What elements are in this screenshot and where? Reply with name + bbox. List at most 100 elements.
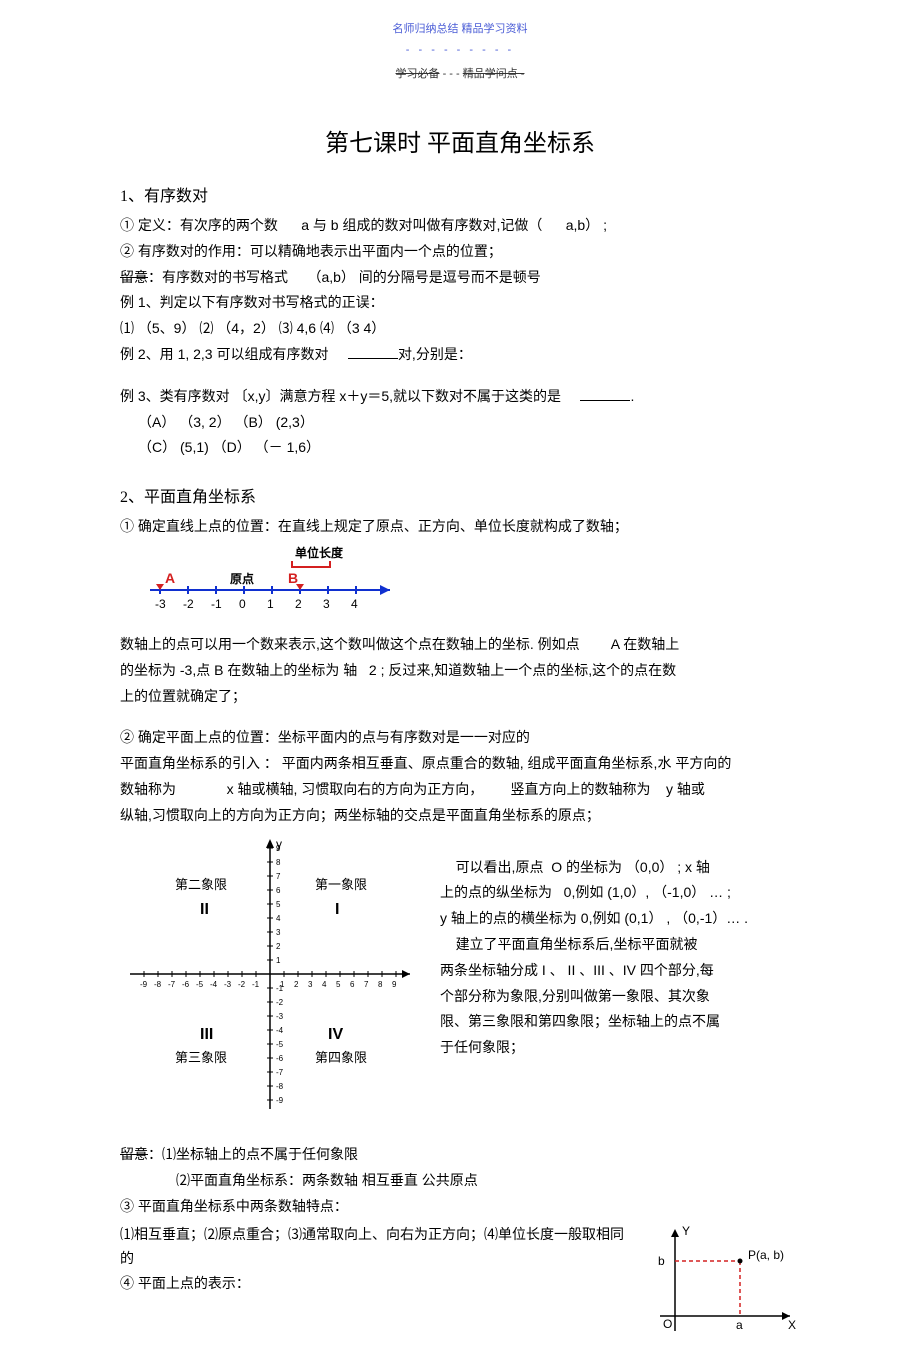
- svg-text:-6: -6: [276, 1054, 284, 1063]
- axis-arrow: [380, 585, 390, 595]
- q1-roman: I: [335, 901, 339, 918]
- q4-label: 第四象限: [315, 1050, 367, 1065]
- s2-p3e: y 轴或: [666, 781, 705, 797]
- header-dashes: - - - - - - - - -: [120, 41, 800, 60]
- svg-text:1: 1: [267, 597, 274, 611]
- svg-text:-7: -7: [168, 980, 176, 989]
- coord-plane-figure: y -9-8-7-6-5-4-3-2-1123456789 123456789 …: [120, 834, 420, 1122]
- r1b: O 的坐标为 （0,0） ; x 轴: [551, 859, 710, 875]
- svg-text:-2: -2: [276, 998, 284, 1007]
- pf-O: O: [663, 1317, 672, 1331]
- coord-right-text: 可以看出,原点 O 的坐标为 （0,0） ; x 轴 上的点的纵坐标为 0,例如…: [440, 834, 800, 1062]
- y-ticks-pos: 123456789: [267, 844, 281, 965]
- section1-heading: 1、有序数对: [120, 183, 800, 210]
- s1-ex3: 例 3、类有序数对 〔x,y〕满意方程 x＋y＝5,就以下数对不属于这类的是 .: [120, 385, 800, 409]
- svg-text:3: 3: [308, 980, 313, 989]
- pf-P: P(a, b): [748, 1248, 784, 1262]
- header-mid: - - -: [440, 68, 463, 80]
- pf-Y: Y: [682, 1224, 690, 1238]
- svg-text:7: 7: [364, 980, 369, 989]
- svg-text:-6: -6: [182, 980, 190, 989]
- s1-note-b: ：有序数对的书写格式: [148, 269, 288, 285]
- svg-text:-3: -3: [276, 1012, 284, 1021]
- svg-text:-2: -2: [183, 597, 194, 611]
- s2-p2-2: 的坐标为 -3,点 B 在数轴上的坐标为 轴 2 ; 反过来,知道数轴上一个点的…: [120, 659, 800, 683]
- s1-ex3-cd: （C） (5,1) （D） （－ 1,6）: [120, 436, 800, 460]
- point-B: B: [288, 570, 298, 586]
- svg-text:-8: -8: [154, 980, 162, 989]
- pf-a: a: [736, 1318, 743, 1332]
- svg-text:-3: -3: [155, 597, 166, 611]
- unit-bracket: [292, 561, 330, 567]
- svg-text:-5: -5: [276, 1040, 284, 1049]
- svg-text:2: 2: [294, 980, 299, 989]
- s1-note: 留意：有序数对的书写格式 （a,b） 间的分隔号是逗号而不是顿号: [120, 266, 800, 290]
- svg-text:-4: -4: [276, 1026, 284, 1035]
- section2-heading: 2、平面直角坐标系: [120, 484, 800, 511]
- svg-text:-1: -1: [252, 980, 260, 989]
- svg-text:6: 6: [350, 980, 355, 989]
- svg-text:-9: -9: [140, 980, 148, 989]
- svg-text:6: 6: [276, 886, 281, 895]
- header-strike2: 精品学问点 -: [463, 68, 525, 80]
- blank-2: [580, 388, 630, 401]
- svg-text:-4: -4: [210, 980, 218, 989]
- s1-use: ② 有序数对的作用：可以精确地表示出平面内一个点的位置；: [120, 240, 800, 264]
- s2-p3a: 平面直角坐标系的引入 ： 平面内两条相互垂直、原点重合的数轴, 组成平面直角坐标…: [120, 752, 800, 776]
- q3-label: 第三象限: [175, 1050, 227, 1065]
- q2-roman: II: [200, 901, 209, 918]
- s2-p3d: 竖直方向上的数轴称为: [510, 781, 650, 797]
- pf-y-arrow: [671, 1229, 679, 1237]
- r2a: 上的点的纵坐标为: [440, 884, 552, 900]
- s2-l4: ③ 平面直角坐标系中两条数轴特点：: [120, 1195, 800, 1219]
- q4-roman: IV: [328, 1026, 343, 1043]
- s2-note2: ⑵平面直角坐标系：两条数轴 相互垂直 公共原点: [120, 1169, 800, 1193]
- page-title: 第七课时 平面直角坐标系: [120, 124, 800, 165]
- s1-ex2-b: 对,分别是：: [398, 346, 472, 362]
- svg-text:4: 4: [322, 980, 327, 989]
- r6: 个部分称为象限,分别叫做第一象限、其次象: [440, 985, 800, 1009]
- svg-text:-8: -8: [276, 1082, 284, 1091]
- svg-text:-2: -2: [238, 980, 246, 989]
- s1-ex3-b: .: [630, 388, 634, 404]
- s1-def-a: ① 定义：有次序的两个数: [120, 217, 278, 233]
- svg-text:-1: -1: [276, 984, 284, 993]
- s1-ex1: 例 1、判定以下有序数对书写格式的正误：: [120, 291, 800, 315]
- pf-point: [738, 1258, 743, 1263]
- coord-plane-svg: y -9-8-7-6-5-4-3-2-1123456789 123456789 …: [120, 834, 420, 1114]
- origin-label: 原点: [230, 571, 254, 586]
- s2-l1: ① 确定直线上点的位置：在直线上规定了原点、正方向、单位长度就构成了数轴；: [120, 515, 800, 539]
- r5: 两条坐标轴分成 I 、 II 、III 、IV 四个部分,每: [440, 959, 800, 983]
- svg-text:2: 2: [295, 597, 302, 611]
- x-axis-arrow: [402, 970, 410, 978]
- s2-p3f: 纵轴,习惯取向上的方向为正方向；两坐标轴的交点是平面直角坐标系的原点；: [120, 804, 800, 828]
- s1-ex3-a: 例 3、类有序数对 〔x,y〕满意方程 x＋y＝5,就以下数对不属于这类的是: [120, 388, 561, 404]
- header-sub: 学习必备 - - - 精品学问点 -: [120, 65, 800, 84]
- r3: y 轴上的点的横坐标为 0,例如 (0,1） , （0,-1）… .: [440, 907, 800, 931]
- s2-note1: 留意：⑴坐标轴上的点不属于任何象限: [120, 1143, 800, 1167]
- svg-text:5: 5: [276, 900, 281, 909]
- point-svg: Y X O P(a, b) b a: [630, 1221, 800, 1341]
- s2-l3: ② 确定平面上点的位置：坐标平面内的点与有序数对是一一对应的: [120, 726, 800, 750]
- axis-ticks: -3-2-101234: [155, 584, 358, 611]
- svg-text:9: 9: [276, 844, 281, 853]
- s1-def-b: a 与 b 组成的数对叫做有序数对,记做（: [301, 217, 542, 233]
- s2-p3c: x 轴或横轴, 习惯取向右的方向为正方向，: [227, 781, 484, 797]
- point-A: A: [165, 570, 175, 586]
- r8: 于任何象限；: [440, 1036, 800, 1060]
- q3-roman: III: [200, 1026, 213, 1043]
- svg-text:-3: -3: [224, 980, 232, 989]
- svg-text:1: 1: [276, 956, 281, 965]
- svg-text:8: 8: [276, 858, 281, 867]
- svg-text:0: 0: [239, 597, 246, 611]
- r4: 建立了平面直角坐标系后,坐标平面就被: [440, 933, 800, 957]
- svg-text:-9: -9: [276, 1096, 284, 1105]
- s2-p3b-1: 数轴称为: [120, 781, 176, 797]
- svg-text:-7: -7: [276, 1068, 284, 1077]
- pf-b: b: [658, 1254, 665, 1268]
- q2-label: 第二象限: [175, 877, 227, 892]
- svg-text:4: 4: [276, 914, 281, 923]
- s1-def: ① 定义：有次序的两个数 a 与 b 组成的数对叫做有序数对,记做（ a,b） …: [120, 214, 800, 238]
- r2b: 0,例如 (1,0）, （-1,0） … ;: [564, 884, 731, 900]
- svg-text:3: 3: [276, 928, 281, 937]
